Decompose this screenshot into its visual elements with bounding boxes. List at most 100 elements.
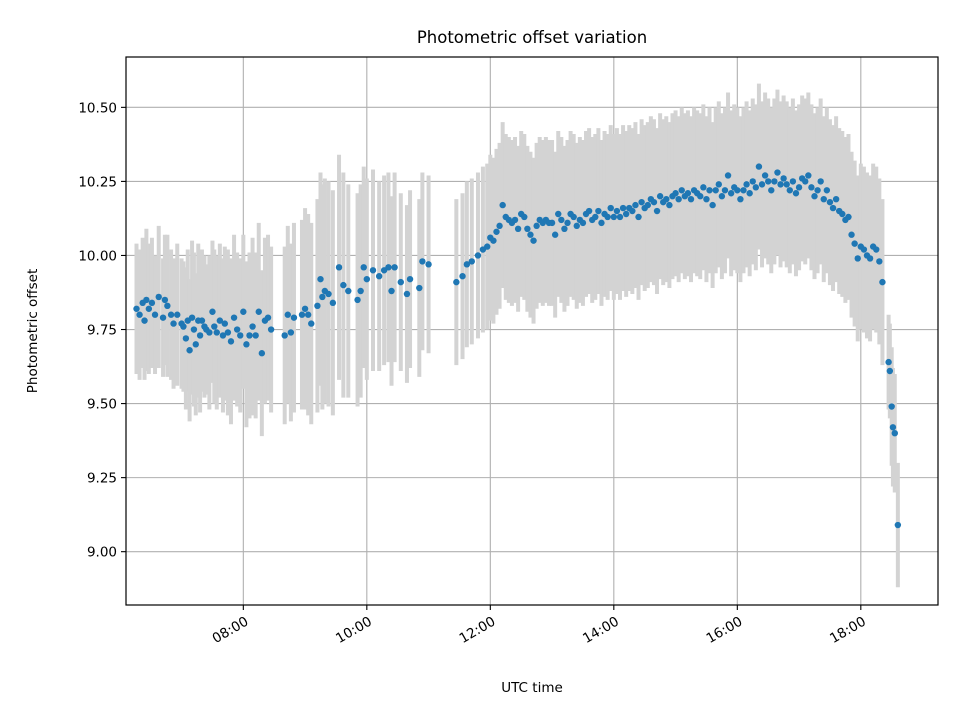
data-point — [308, 320, 315, 327]
data-point — [768, 187, 775, 194]
data-point — [678, 187, 685, 194]
data-point — [180, 323, 187, 330]
data-point — [672, 190, 679, 197]
data-point — [653, 207, 661, 215]
data-point — [724, 172, 732, 179]
data-point — [885, 358, 892, 366]
data-point — [198, 317, 206, 324]
data-point — [141, 317, 148, 324]
data-point — [761, 172, 769, 179]
data-point — [820, 195, 827, 203]
data-point — [416, 284, 423, 292]
data-point — [211, 323, 218, 330]
data-point — [811, 193, 818, 200]
data-point — [845, 213, 852, 221]
data-point — [496, 222, 503, 230]
y-tick-label: 10.25 — [78, 174, 117, 190]
data-point — [524, 225, 531, 233]
data-point — [213, 329, 220, 336]
data-point — [192, 341, 199, 348]
data-point — [873, 246, 880, 253]
data-point — [360, 264, 367, 271]
data-point — [155, 293, 162, 301]
data-point — [216, 317, 224, 324]
data-point — [419, 258, 426, 265]
data-point — [832, 195, 840, 203]
data-point — [463, 261, 471, 268]
data-point — [281, 332, 288, 339]
data-point — [808, 184, 815, 191]
data-point — [579, 219, 587, 227]
data-point — [240, 308, 247, 315]
data-point — [209, 308, 216, 315]
data-point — [186, 347, 193, 354]
data-point — [304, 311, 312, 318]
data-point — [619, 204, 627, 212]
chart-title: Photometric offset variation — [417, 28, 647, 47]
data-point — [345, 287, 352, 295]
data-point — [221, 320, 228, 327]
data-point — [727, 190, 735, 197]
data-point — [721, 187, 729, 194]
data-point — [786, 187, 794, 194]
data-point — [484, 243, 491, 250]
data-point — [287, 329, 295, 336]
data-point — [548, 219, 556, 227]
data-point — [829, 204, 837, 212]
data-point — [246, 332, 253, 339]
data-point — [635, 213, 642, 221]
data-points — [133, 163, 902, 529]
data-point — [687, 195, 695, 203]
data-point — [604, 213, 611, 221]
data-point — [817, 178, 824, 185]
data-point — [159, 314, 167, 321]
data-point — [771, 178, 778, 185]
data-point — [622, 210, 630, 218]
y-tick-label: 10.00 — [78, 248, 117, 264]
data-point — [375, 273, 383, 280]
data-point — [718, 193, 726, 200]
data-point — [561, 225, 568, 233]
data-point — [354, 296, 361, 304]
data-point — [136, 311, 143, 318]
data-point — [860, 246, 868, 253]
data-point — [700, 184, 707, 191]
data-point — [656, 193, 664, 200]
data-point — [613, 207, 621, 215]
data-point — [573, 222, 580, 230]
data-point — [703, 195, 710, 203]
data-point — [697, 193, 704, 200]
data-point — [233, 326, 241, 333]
data-point — [758, 181, 766, 188]
data-point — [325, 290, 332, 298]
data-point — [164, 302, 171, 310]
y-tick-label: 9.75 — [87, 323, 117, 339]
y-tick-label: 10.50 — [78, 100, 117, 116]
data-point — [258, 350, 266, 357]
data-point — [230, 314, 238, 321]
data-point — [783, 181, 790, 188]
data-point — [564, 219, 571, 227]
data-point — [755, 163, 763, 170]
data-point — [264, 314, 272, 321]
data-point — [284, 311, 291, 318]
data-point — [219, 332, 227, 339]
data-point — [795, 184, 803, 191]
data-point — [851, 240, 858, 247]
data-point — [632, 201, 639, 209]
data-point — [196, 332, 204, 339]
data-point — [527, 231, 534, 238]
data-point — [490, 237, 497, 244]
data-point — [167, 311, 175, 318]
data-point — [298, 311, 306, 318]
y-tick-label: 9.25 — [87, 471, 117, 487]
data-point — [715, 181, 722, 188]
data-point — [743, 181, 750, 188]
y-axis-ticks: 9.00 9.25 9.50 9.75 10.00 10.25 10.50 — [78, 100, 126, 561]
data-point — [777, 181, 784, 188]
data-point — [143, 296, 150, 304]
data-point — [675, 195, 682, 203]
data-point — [243, 341, 250, 348]
data-point — [499, 201, 506, 209]
data-point — [706, 187, 713, 194]
